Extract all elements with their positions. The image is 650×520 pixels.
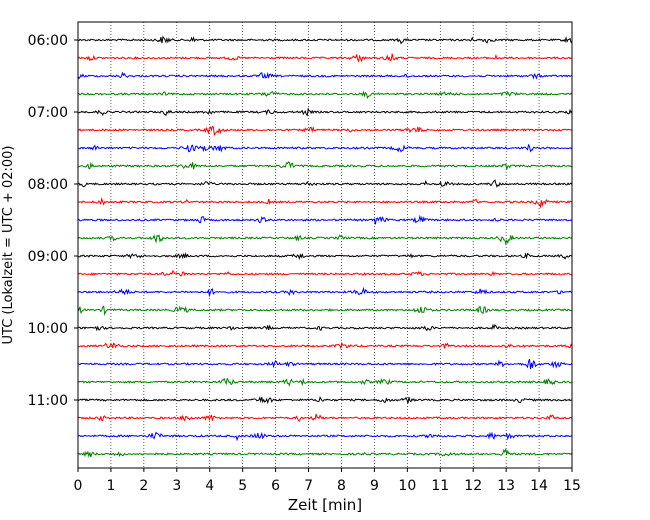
trace-1130	[77, 431, 573, 442]
x-tick-label-13: 13	[497, 478, 515, 494]
y-tick-label-0: 06:00	[28, 33, 68, 49]
y-axis-label: UTC (Lokalzeit = UTC + 02:00)	[1, 146, 16, 345]
x-axis-label: Zeit [min]	[288, 496, 362, 514]
trace-0800	[77, 179, 573, 188]
x-tick-label-3: 3	[172, 478, 181, 494]
x-tick-label-15: 15	[563, 478, 581, 494]
trace-0915	[77, 269, 573, 277]
y-tick-label-4: 10:00	[28, 321, 68, 337]
y-axis-ticks: 06:00 07:00 08:00 09:00 10:00 11:00	[28, 33, 78, 409]
trace-1100	[77, 396, 573, 405]
x-axis-ticks: 0 1 2 3 4 5 6 7 8 9 10 11 12 13 14 15	[74, 468, 581, 494]
x-tick-label-2: 2	[139, 478, 148, 494]
trace-0615	[77, 53, 573, 63]
y-tick-label-1: 07:00	[28, 105, 68, 121]
trace-0945	[77, 305, 573, 317]
trace-0745	[77, 161, 573, 170]
trace-1015	[77, 341, 573, 350]
x-tick-label-6: 6	[271, 478, 280, 494]
y-tick-label-3: 09:00	[28, 249, 68, 265]
x-tick-label-4: 4	[205, 478, 214, 494]
trace-0630	[77, 71, 573, 80]
x-tick-label-12: 12	[464, 478, 482, 494]
trace-1045	[77, 377, 573, 387]
trace-0730	[77, 143, 573, 153]
y-tick-label-2: 08:00	[28, 177, 68, 193]
x-tick-label-9: 9	[370, 478, 379, 494]
seismogram-traces	[77, 35, 573, 459]
plot-frame	[77, 21, 573, 469]
y-tick-label-5: 11:00	[28, 393, 68, 409]
trace-0700	[77, 107, 573, 117]
x-tick-label-1: 1	[106, 478, 115, 494]
trace-1145	[77, 447, 573, 459]
trace-0600	[77, 35, 573, 45]
trace-1030	[77, 359, 573, 370]
trace-0715	[77, 125, 573, 137]
x-tick-label-14: 14	[530, 478, 548, 494]
trace-0845	[77, 234, 573, 246]
trace-1000	[77, 323, 573, 332]
x-tick-label-7: 7	[304, 478, 313, 494]
trace-0815	[77, 196, 573, 209]
trace-1115	[77, 413, 573, 423]
x-tick-label-0: 0	[74, 478, 83, 494]
trace-0645	[77, 90, 573, 99]
x-tick-label-8: 8	[337, 478, 346, 494]
trace-0830	[77, 214, 573, 225]
trace-0930	[77, 286, 573, 298]
grid-lines	[110, 22, 540, 468]
x-tick-label-5: 5	[238, 478, 247, 494]
x-tick-label-11: 11	[431, 478, 449, 494]
trace-0900	[77, 252, 573, 261]
x-tick-label-10: 10	[398, 478, 416, 494]
